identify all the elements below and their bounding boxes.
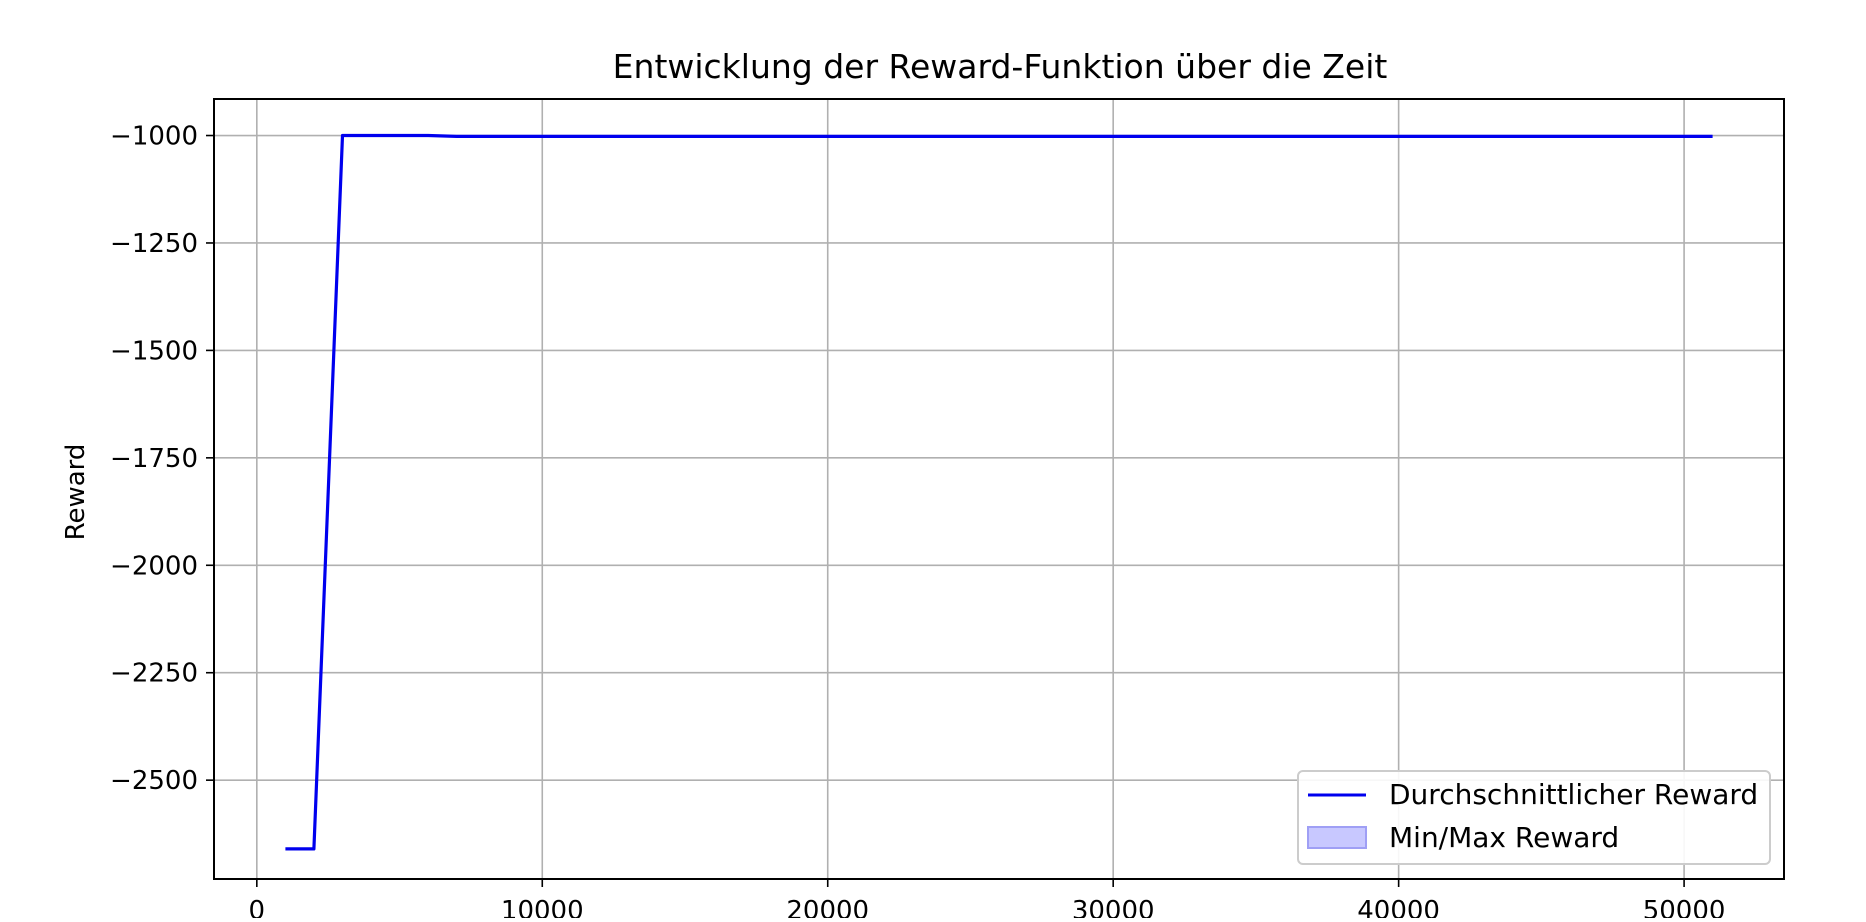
- y-tick-label: −2500: [110, 766, 198, 796]
- chart-title: Entwicklung der Reward-Funktion über die…: [613, 47, 1388, 86]
- y-tick-label: −1750: [110, 444, 198, 474]
- x-tick-label: 10000: [501, 896, 584, 918]
- y-tick-label: −1000: [110, 122, 198, 152]
- x-tick-label: 0: [249, 896, 266, 918]
- y-tick-label: −1250: [110, 229, 198, 259]
- legend-label-minmax: Min/Max Reward: [1389, 821, 1619, 854]
- y-axis-label: Reward: [61, 444, 91, 541]
- x-tick-label: 30000: [1072, 896, 1155, 918]
- x-tick-label: 50000: [1643, 896, 1726, 918]
- legend: Durchschnittlicher Reward Min/Max Reward: [1298, 771, 1770, 864]
- legend-label-mean: Durchschnittlicher Reward: [1389, 778, 1758, 811]
- x-tick-label: 40000: [1357, 896, 1440, 918]
- y-tick-label: −2250: [110, 659, 198, 689]
- x-tick-label: 20000: [786, 896, 869, 918]
- y-tick-label: −1500: [110, 336, 198, 366]
- legend-band-swatch: [1308, 827, 1366, 848]
- y-tick-label: −2000: [110, 551, 198, 581]
